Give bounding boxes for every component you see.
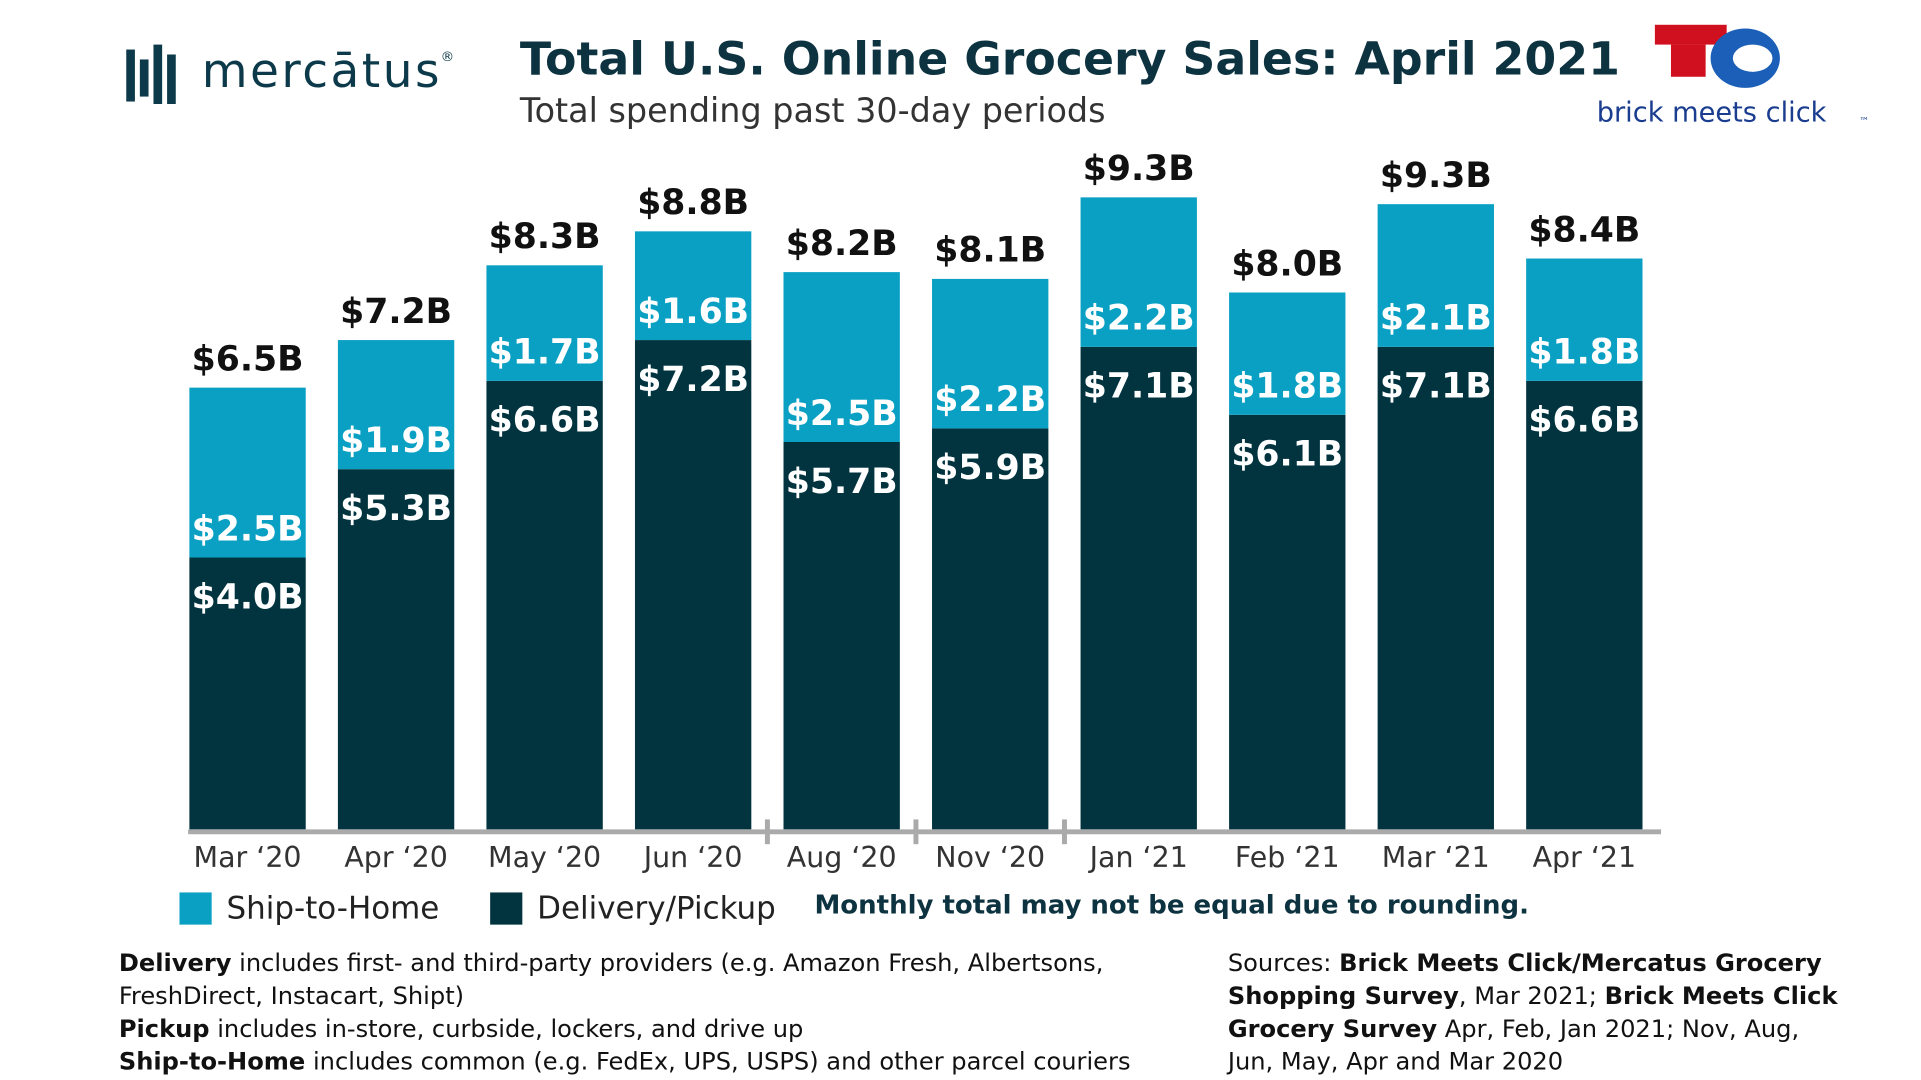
footnote: Delivery includes first- and third-party…: [119, 949, 1104, 977]
bar-segment: [486, 380, 603, 830]
total-label: $8.1B: [934, 231, 1046, 271]
bar-segment: [1377, 204, 1494, 347]
footnote: FreshDirect, Instacart, Shipt): [119, 982, 464, 1010]
source-line-part: Jun, May, Apr and Mar 2020: [1226, 1048, 1563, 1076]
bar-segment: [1377, 346, 1494, 830]
total-label: $8.8B: [637, 183, 749, 223]
value-label: $2.2B: [934, 380, 1046, 420]
value-label: $1.9B: [340, 421, 452, 461]
value-label: $2.2B: [1083, 299, 1195, 339]
x-tick-label: Jun ‘20: [642, 841, 743, 874]
value-label: $7.1B: [1083, 367, 1195, 407]
footnote-part: includes in-store, curbside, lockers, an…: [210, 1015, 804, 1043]
bar-segment: [337, 340, 455, 470]
source-line: Jun, May, Apr and Mar 2020: [1226, 1048, 1563, 1076]
bar-segment: [932, 428, 1049, 830]
chart-title: Total U.S. Online Grocery Sales: April 2…: [520, 31, 1620, 85]
footnote-part: Delivery: [119, 949, 232, 977]
legend-swatch: [490, 892, 523, 925]
x-tick-label: Apr ‘20: [344, 841, 448, 874]
bar-segment: [1229, 414, 1346, 830]
bar-segment: [783, 272, 900, 442]
source-line-part: , Mar 2021;: [1459, 982, 1605, 1010]
bar-segment: [932, 278, 1049, 429]
footnote-part: includes first- and third-party provider…: [231, 949, 1103, 977]
source-line: Shopping Survey, Mar 2021; Brick Meets C…: [1228, 982, 1839, 1010]
logo-left: mercātus: [202, 44, 442, 99]
source-line-part: Sources:: [1228, 949, 1339, 977]
bar-segment: [486, 265, 603, 381]
bar-segment: [189, 387, 306, 558]
value-label: $6.6B: [1528, 401, 1640, 441]
total-label: $6.5B: [192, 339, 304, 379]
total-label: $9.3B: [1380, 156, 1492, 196]
logo-left-mark: ®: [441, 49, 455, 65]
bar-segment: [1526, 380, 1643, 830]
bar-segment: [1080, 197, 1197, 347]
total-label: $8.2B: [786, 224, 898, 264]
x-tick-label: Jan ‘21: [1088, 841, 1188, 874]
legend-swatch: [179, 892, 212, 925]
source-line-part: Apr, Feb, Jan 2021; Nov, Aug,: [1437, 1015, 1799, 1043]
value-label: $1.7B: [489, 333, 601, 373]
footnote-part: FreshDirect, Instacart, Shipt): [119, 982, 464, 1010]
source-line: Sources: Brick Meets Click/Mercatus Groc…: [1228, 949, 1822, 977]
total-label: $8.4B: [1528, 210, 1640, 250]
value-label: $5.9B: [934, 448, 1046, 488]
total-label: $9.3B: [1083, 149, 1195, 189]
source-line: Grocery Survey Apr, Feb, Jan 2021; Nov, …: [1228, 1015, 1799, 1043]
footnote: Pickup includes in-store, curbside, lock…: [119, 1015, 804, 1043]
value-label: $5.7B: [786, 462, 898, 502]
bmc-icon: [1654, 24, 1780, 88]
footnote-part: Ship-to-Home: [119, 1048, 306, 1076]
value-label: $4.0B: [192, 577, 304, 617]
value-label: $5.3B: [340, 489, 452, 529]
source-line-part: Brick Meets Click/Mercatus Grocery: [1339, 949, 1822, 977]
x-tick-label: Mar ‘20: [194, 841, 302, 874]
x-tick-label: Apr ‘21: [1533, 841, 1637, 874]
source-line-part: Brick Meets Click: [1605, 982, 1839, 1010]
source-line-part: Shopping Survey: [1228, 982, 1459, 1010]
value-label: $7.2B: [637, 360, 749, 400]
mercatus-icon: [126, 44, 176, 104]
bar-segment: [1526, 258, 1643, 381]
bar-segment: [337, 469, 455, 830]
value-label: $7.1B: [1380, 367, 1492, 407]
value-label: $6.1B: [1231, 435, 1343, 475]
bar-segment: [783, 441, 900, 830]
bar-segment: [1229, 292, 1346, 415]
source-line-part: Grocery Survey: [1228, 1015, 1437, 1043]
total-label: $7.2B: [340, 292, 452, 332]
bar-segment: [1080, 346, 1197, 830]
value-label: $2.5B: [786, 394, 898, 434]
legend-label: Ship-to-Home: [227, 890, 440, 926]
footnote-part: includes common (e.g. FedEx, UPS, USPS) …: [305, 1048, 1130, 1076]
value-label: $1.8B: [1528, 333, 1640, 373]
footnote: Ship-to-Home includes common (e.g. FedEx…: [119, 1048, 1131, 1076]
logo-right: brick meets click: [1597, 97, 1827, 128]
bar-segment: [189, 557, 306, 830]
value-label: $2.1B: [1380, 299, 1492, 339]
value-label: $1.6B: [637, 292, 749, 332]
logo-right-mark: ™: [1859, 116, 1869, 127]
value-label: $6.6B: [489, 401, 601, 441]
footnote-part: Pickup: [119, 1015, 210, 1043]
value-label: $1.8B: [1231, 367, 1343, 407]
x-tick-label: Aug ‘20: [787, 841, 897, 874]
x-tick-label: Mar ‘21: [1382, 841, 1490, 874]
bar-segment: [634, 231, 752, 341]
total-label: $8.3B: [489, 217, 601, 257]
x-tick-label: Nov ‘20: [935, 841, 1045, 874]
total-label: $8.0B: [1231, 244, 1343, 284]
x-tick-label: May ‘20: [488, 841, 601, 874]
annotation: Monthly total may not be equal due to ro…: [814, 891, 1529, 921]
chart-subtitle: Total spending past 30-day periods: [519, 91, 1106, 130]
legend-label: Delivery/Pickup: [537, 890, 776, 926]
value-label: $2.5B: [192, 509, 304, 549]
x-tick-label: Feb ‘21: [1235, 841, 1340, 874]
bar-segment: [634, 340, 752, 830]
